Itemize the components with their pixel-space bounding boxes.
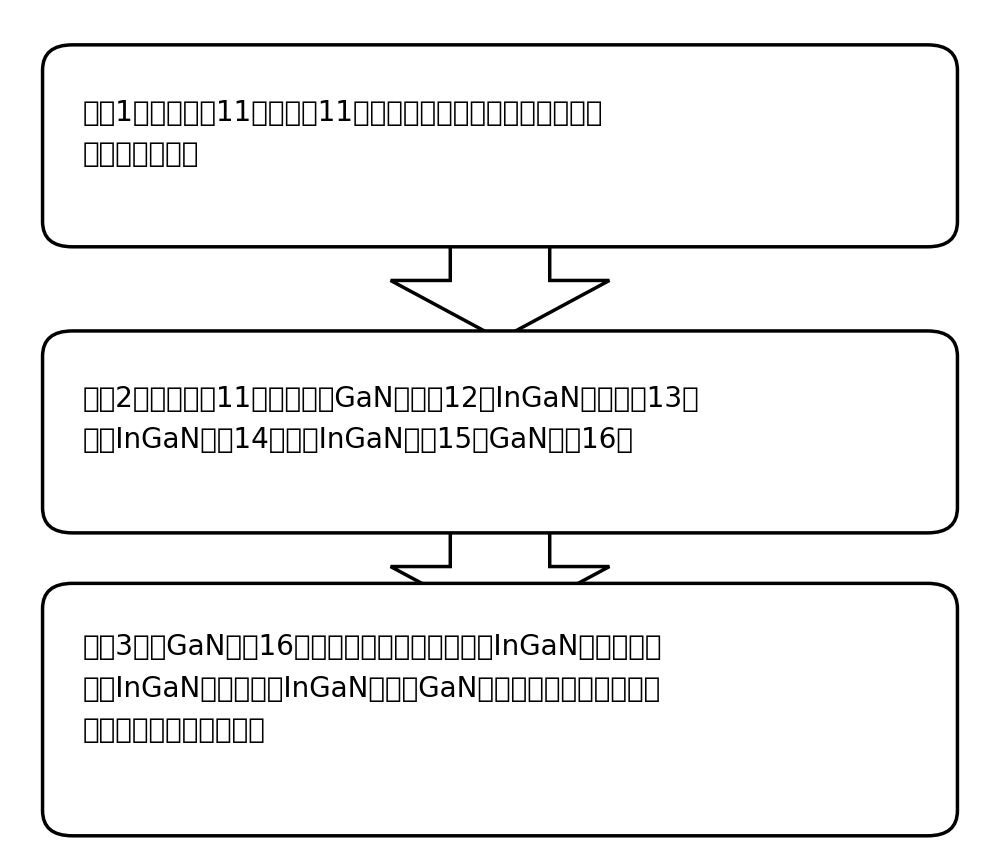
Polygon shape xyxy=(391,524,609,625)
Text: 步骤3：在GaN盖层16上依次重复生长多个周期的InGaN量子点层、
第一InGaN盖层、第二InGaN盖层、GaN盖层，随后，在氮气气氛
下退火降温，完成生长: 步骤3：在GaN盖层16上依次重复生长多个周期的InGaN量子点层、 第一InG… xyxy=(82,634,662,744)
Text: 步骤2：在该衬底11上依次生长GaN模板层12、InGaN量子点层13、
第一InGaN盖层14、第二InGaN盖层15、GaN盖层16。: 步骤2：在该衬底11上依次生长GaN模板层12、InGaN量子点层13、 第一I… xyxy=(82,385,699,454)
Text: 步骤1：取一衬底11，该衬底11的材料为蓝宝石、硅、碳化硅、氮
化镓或砷化镓。: 步骤1：取一衬底11，该衬底11的材料为蓝宝石、硅、碳化硅、氮 化镓或砷化镓。 xyxy=(82,98,603,168)
FancyBboxPatch shape xyxy=(43,331,957,533)
Polygon shape xyxy=(391,238,609,340)
FancyBboxPatch shape xyxy=(43,584,957,836)
FancyBboxPatch shape xyxy=(43,45,957,246)
